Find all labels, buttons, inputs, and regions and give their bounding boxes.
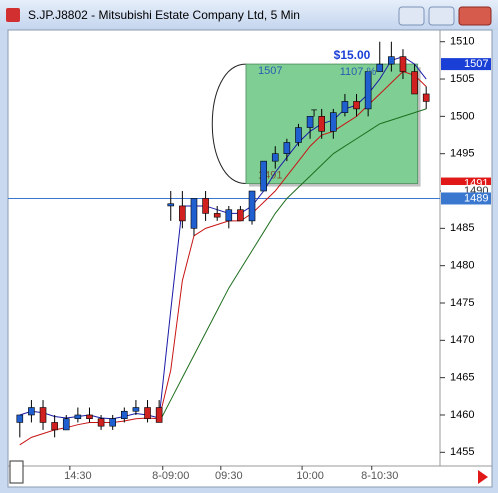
candle-body	[132, 407, 140, 412]
candle-body	[318, 116, 325, 132]
y-tick-label: 1485	[450, 222, 474, 234]
candle-body	[213, 213, 221, 218]
y-tick-label: 1510	[450, 36, 474, 48]
annotation: $15.00	[334, 48, 371, 62]
y-tick-label: 1460	[450, 409, 474, 421]
x-tick-label: 14:30	[64, 470, 92, 482]
x-tick-label: 09:30	[215, 470, 243, 482]
candle-body	[16, 414, 24, 423]
box-high-label: 1507	[258, 65, 282, 77]
candle-body	[179, 205, 186, 222]
y-tick-label: 1500	[450, 110, 474, 122]
price-marker-label: 1489	[464, 192, 488, 204]
maximize-button[interactable]	[428, 6, 455, 26]
candle-body	[271, 153, 279, 162]
y-tick-label: 1495	[450, 148, 474, 160]
price-marker	[441, 192, 491, 205]
annotation: T	[311, 109, 317, 120]
price-marker	[441, 58, 491, 71]
y-tick-label: 1465	[450, 372, 474, 384]
candle-body	[422, 93, 430, 102]
x-tick-label: 8-10:30	[361, 470, 398, 482]
y-tick-label: 1480	[450, 260, 474, 272]
candle-body	[295, 127, 302, 143]
candle-body	[155, 407, 163, 423]
candle-body	[62, 418, 70, 431]
scroll-arrow[interactable]	[478, 470, 488, 484]
candle-body	[330, 112, 337, 132]
candle-body	[353, 101, 360, 110]
candle-body	[202, 198, 209, 214]
x-tick-label: 10:00	[296, 470, 324, 482]
candle-body	[39, 407, 47, 423]
app-icon	[6, 8, 20, 22]
y-tick-label: 1455	[450, 446, 474, 458]
candle-body	[74, 414, 82, 420]
price-marker-label: 1507	[464, 58, 488, 70]
minimize-button[interactable]	[398, 6, 425, 26]
close-button[interactable]	[458, 6, 492, 26]
candle-body	[341, 101, 349, 113]
candle-body	[283, 142, 291, 154]
candle-body	[248, 190, 256, 222]
candle-body	[28, 407, 35, 416]
candle-body	[237, 209, 244, 222]
candle-body	[364, 71, 372, 110]
box-arc	[211, 63, 247, 185]
candle-body	[411, 71, 418, 95]
candle-body	[260, 160, 267, 192]
y-tick-label: 1505	[450, 73, 474, 85]
candle-body	[51, 422, 58, 431]
scroll-thumb[interactable]	[9, 460, 24, 484]
candle-body	[97, 418, 105, 427]
candle-body	[167, 203, 175, 207]
candle-body	[109, 418, 116, 427]
y-tick-label: 1470	[450, 334, 474, 346]
window-title: S.JP.J8802 - Mitsubishi Estate Company L…	[28, 8, 300, 22]
candle-body	[190, 198, 198, 229]
candle-body	[388, 56, 395, 65]
moving-average	[158, 108, 427, 423]
candle-body	[144, 407, 151, 420]
candle-body	[225, 209, 233, 222]
candle-body	[399, 56, 407, 72]
annotation: 1107 %	[340, 66, 377, 78]
x-tick-label: 8-09:00	[152, 470, 189, 482]
moving-average	[19, 70, 427, 446]
y-tick-label: 1475	[450, 297, 474, 309]
candle-body	[306, 116, 314, 128]
candle-body	[121, 410, 128, 420]
candle-body	[376, 63, 384, 72]
candle-body	[86, 414, 93, 420]
